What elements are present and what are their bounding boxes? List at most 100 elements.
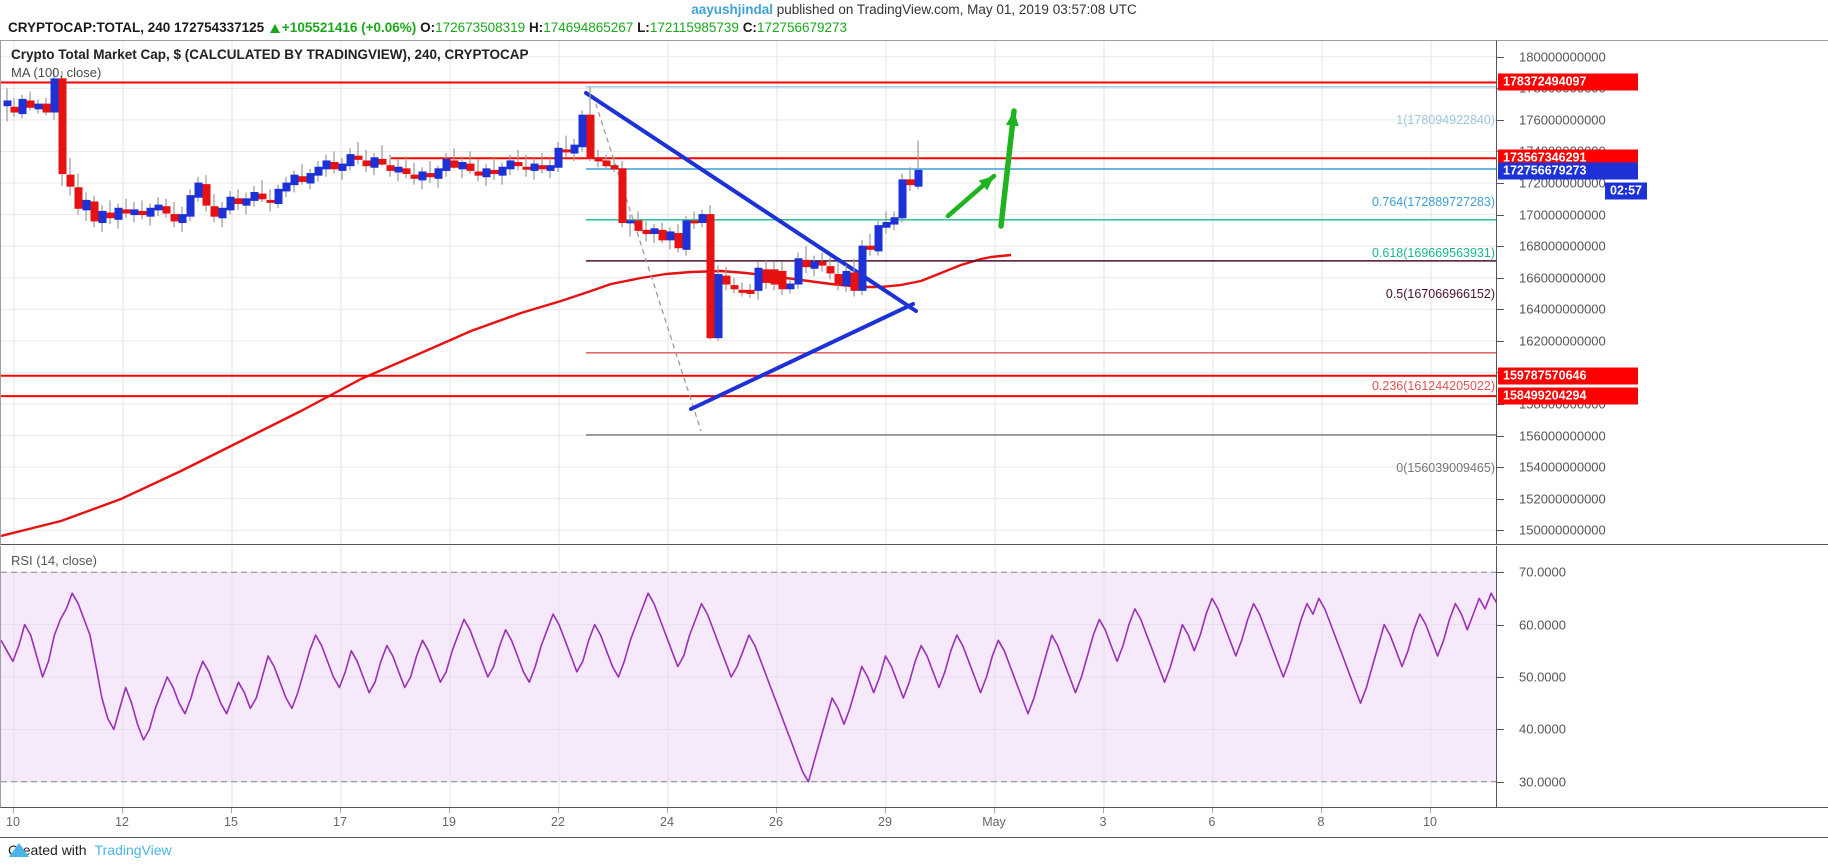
time-axis-label: 22 [551, 815, 565, 829]
price-chart-svg [1, 41, 1496, 544]
time-axis-label: 29 [878, 815, 892, 829]
symbol-label: CRYPTOCAP:TOTAL, 240 [8, 20, 171, 35]
price-axis-tick [1497, 119, 1504, 121]
time-axis-label: 3 [1099, 815, 1107, 829]
time-axis-label: 26 [769, 815, 783, 829]
price-axis[interactable]: 1800000000001780000000001760000000001740… [1496, 40, 1828, 545]
time-axis-label: 15 [224, 815, 238, 829]
time-axis-label: 24 [660, 815, 674, 829]
price-axis-tick [1497, 435, 1504, 437]
symbol-legend: CRYPTOCAP:TOTAL, 240 172754337125 +10552… [8, 20, 847, 35]
rsi-axis-label: 40.0000 [1519, 721, 1566, 737]
time-axis-tick [885, 808, 886, 813]
fib-level-label: 0.5(167066966152) [1385, 286, 1495, 301]
time-axis-tick [13, 808, 14, 813]
rsi-pane[interactable]: RSI (14, close) [0, 546, 1496, 808]
time-axis[interactable]: 10 12 15 17 19 22 24 26 29 May 3 6 8 10 [0, 808, 1828, 838]
rsi-axis-label: 60.0000 [1519, 617, 1566, 633]
time-axis-label: 10 [1423, 815, 1437, 829]
time-axis-tick [994, 808, 995, 813]
last-price: 172754337125 [174, 20, 265, 35]
time-axis-tick [776, 808, 777, 813]
price-axis-label: 156000000000 [1519, 428, 1606, 444]
high-value: 174694865267 [543, 20, 634, 35]
ma-indicator-title: MA (100, close) [11, 65, 102, 80]
rsi-axis-label: 30.0000 [1519, 774, 1566, 790]
price-axis-tick [1497, 56, 1504, 58]
price-axis-label: 150000000000 [1519, 522, 1606, 538]
time-axis-label: May [982, 815, 1006, 829]
price-axis-label: 152000000000 [1519, 491, 1606, 507]
rsi-indicator-title: RSI (14, close) [11, 553, 97, 568]
price-axis-label: 154000000000 [1519, 459, 1606, 475]
price-axis-tick [1497, 277, 1504, 279]
price-chart-pane[interactable]: Crypto Total Market Cap, $ (CALCULATED B… [0, 40, 1496, 545]
price-axis-tag[interactable]: 173567346291 [1498, 149, 1638, 167]
rsi-axis-tick [1497, 624, 1504, 626]
fib-level-label: 0.764(172889727283) [1371, 194, 1495, 209]
time-axis-tick [231, 808, 232, 813]
price-axis-tag[interactable]: 159787570646 [1498, 367, 1638, 385]
published-text: published on TradingView.com, May 01, 20… [773, 2, 1137, 17]
tradingview-brand: TradingView [94, 842, 172, 858]
time-axis-label: 8 [1317, 815, 1325, 829]
fib-level-label: 1(178094922840) [1396, 112, 1495, 127]
price-axis-tick [1497, 530, 1504, 532]
price-axis-tick [1497, 183, 1504, 185]
price-axis-tick [1497, 214, 1504, 216]
price-axis-tick [1497, 340, 1504, 342]
open-key: O: [420, 20, 436, 35]
footer-credit: Created with TradingView [8, 842, 172, 858]
price-axis-tag[interactable]: 172756679273 [1498, 162, 1638, 180]
triangle-up-icon [269, 24, 280, 33]
time-axis-tick [1103, 808, 1104, 813]
low-value: 172115985739 [649, 20, 739, 35]
price-axis-tick [1497, 246, 1504, 248]
price-axis-label: 170000000000 [1519, 207, 1606, 223]
author-name: aayushjindal [691, 2, 774, 17]
rsi-axis-label: 50.0000 [1519, 669, 1566, 685]
price-axis-tick [1497, 498, 1504, 500]
rsi-axis-tick [1497, 572, 1504, 574]
rsi-chart-svg [1, 546, 1496, 807]
close-key: C: [742, 20, 757, 35]
time-axis-tick [558, 808, 559, 813]
fib-level-label: 0.618(169669563931) [1371, 245, 1495, 260]
time-axis-tick [1430, 808, 1431, 813]
time-axis-tick [449, 808, 450, 813]
rsi-axis-tick [1497, 729, 1504, 731]
price-axis-tick [1497, 309, 1504, 311]
price-axis-label: 162000000000 [1519, 333, 1606, 349]
price-axis-tick [1497, 467, 1504, 469]
price-axis-label: 168000000000 [1519, 238, 1606, 254]
time-axis-label: 17 [333, 815, 347, 829]
price-axis-label: 180000000000 [1519, 49, 1606, 65]
created-with-label: Created with [8, 842, 87, 858]
price-axis-label: 176000000000 [1519, 112, 1606, 128]
time-axis-tick [1321, 808, 1322, 813]
high-key: H: [528, 20, 544, 35]
time-axis-label: 10 [6, 815, 20, 829]
price-axis-tag[interactable]: 158499204294 [1498, 387, 1638, 405]
price-axis-label: 164000000000 [1519, 301, 1606, 317]
price-axis-tag[interactable]: 178372494097 [1498, 73, 1638, 91]
fib-level-label: 0.236(161244205022) [1371, 378, 1495, 393]
low-key: L: [637, 20, 650, 35]
open-value: 172673508319 [435, 20, 526, 35]
time-axis-tick [122, 808, 123, 813]
time-axis-tick [1212, 808, 1213, 813]
price-change: +105521416 (+0.06%) [281, 20, 417, 35]
rsi-axis-tick [1497, 781, 1504, 783]
fib-level-label: 0(156039009465) [1396, 460, 1495, 475]
rsi-axis[interactable]: 70.0000 60.0000 50.0000 40.0000 30.0000 [1496, 546, 1828, 808]
countdown-tag: 02:57 [1605, 182, 1647, 200]
time-axis-tick [667, 808, 668, 813]
time-axis-label: 19 [442, 815, 456, 829]
time-axis-tick [340, 808, 341, 813]
time-axis-label: 12 [115, 815, 129, 829]
close-value: 172756679273 [756, 20, 848, 35]
chart-title: Crypto Total Market Cap, $ (CALCULATED B… [11, 47, 529, 62]
rsi-axis-tick [1497, 677, 1504, 678]
time-axis-label: 6 [1208, 815, 1216, 829]
